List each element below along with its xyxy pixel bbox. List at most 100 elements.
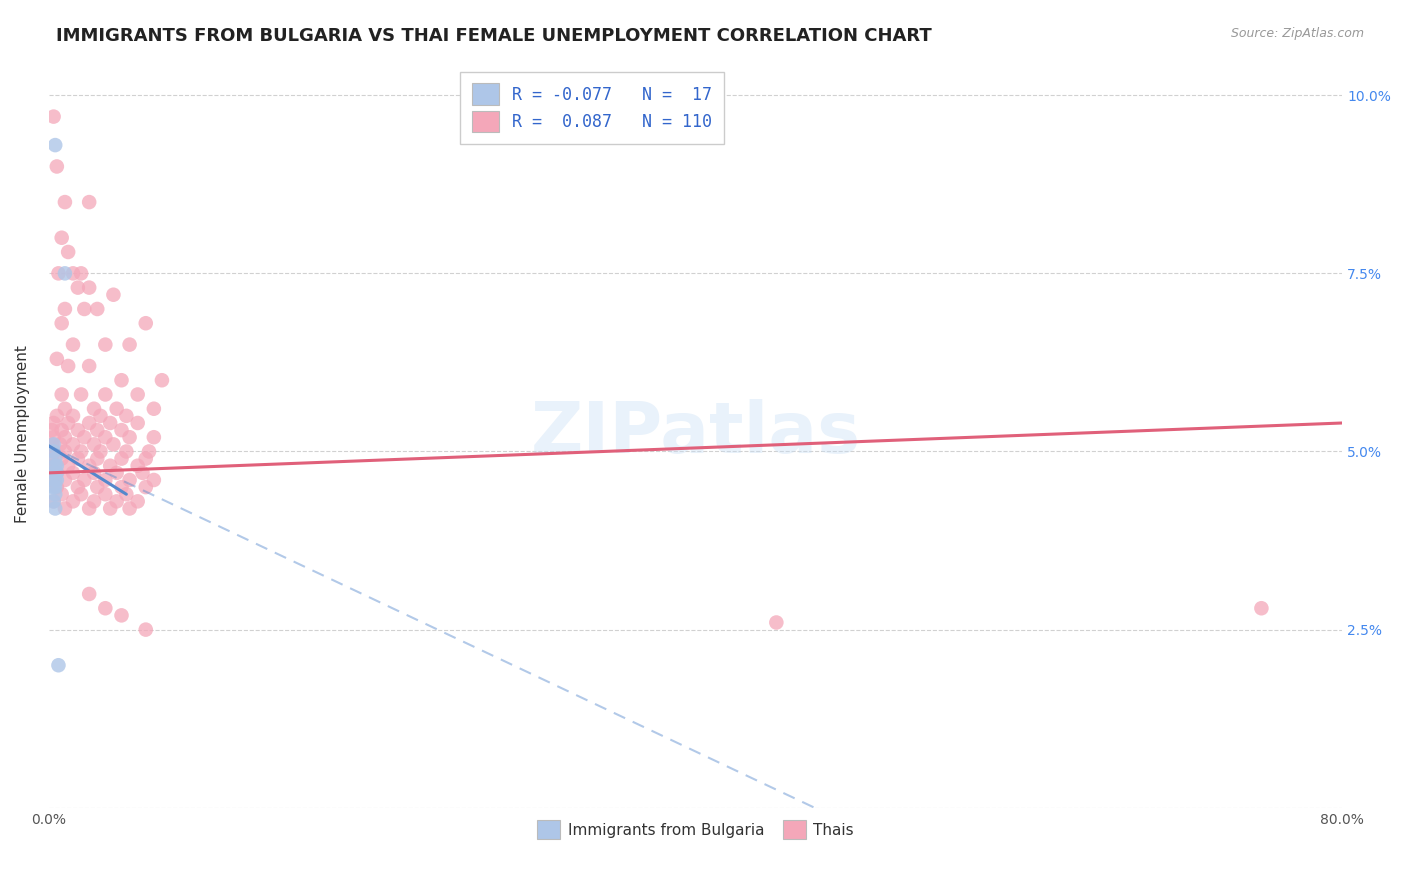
Point	[62, 437, 84, 451]
Point	[98, 501, 121, 516]
Point	[56, 359, 79, 373]
Point	[44, 480, 66, 494]
Point	[115, 444, 138, 458]
Point	[89, 409, 111, 423]
Point	[135, 623, 157, 637]
Point	[94, 387, 117, 401]
Point	[83, 401, 105, 416]
Point	[42, 466, 65, 480]
Point	[45, 466, 67, 480]
Point	[45, 473, 67, 487]
Point	[77, 501, 100, 516]
Point	[45, 409, 67, 423]
Point	[94, 601, 117, 615]
Point	[77, 416, 100, 430]
Point	[110, 608, 132, 623]
Point	[44, 501, 66, 516]
Point	[62, 337, 84, 351]
Point	[77, 359, 100, 373]
Point	[53, 195, 76, 210]
Point	[53, 444, 76, 458]
Point	[77, 587, 100, 601]
Point	[44, 458, 66, 473]
Point	[1250, 601, 1272, 615]
Point	[48, 266, 70, 280]
Point	[56, 458, 79, 473]
Point	[42, 444, 65, 458]
Point	[94, 487, 117, 501]
Point	[44, 138, 66, 153]
Point	[86, 301, 108, 316]
Point	[142, 473, 165, 487]
Point	[131, 466, 153, 480]
Point	[51, 451, 73, 466]
Point	[45, 160, 67, 174]
Point	[70, 487, 93, 501]
Point	[66, 423, 89, 437]
Point	[48, 658, 70, 673]
Text: Source: ZipAtlas.com: Source: ZipAtlas.com	[1230, 27, 1364, 40]
Point	[70, 266, 93, 280]
Point	[127, 494, 149, 508]
Point	[138, 444, 160, 458]
Point	[42, 110, 65, 124]
Point	[86, 451, 108, 466]
Point	[86, 480, 108, 494]
Point	[41, 451, 63, 466]
Point	[127, 387, 149, 401]
Point	[142, 401, 165, 416]
Point	[44, 487, 66, 501]
Point	[103, 287, 125, 301]
Legend: Immigrants from Bulgaria, Thais: Immigrants from Bulgaria, Thais	[531, 814, 860, 845]
Point	[51, 316, 73, 330]
Point	[105, 494, 128, 508]
Point	[77, 280, 100, 294]
Point	[77, 195, 100, 210]
Point	[49, 437, 72, 451]
Point	[66, 451, 89, 466]
Point	[73, 301, 96, 316]
Point	[53, 430, 76, 444]
Point	[53, 401, 76, 416]
Point	[51, 231, 73, 245]
Point	[135, 480, 157, 494]
Point	[77, 458, 100, 473]
Point	[110, 423, 132, 437]
Point	[94, 473, 117, 487]
Point	[42, 430, 65, 444]
Point	[94, 430, 117, 444]
Point	[127, 458, 149, 473]
Point	[45, 480, 67, 494]
Point	[62, 466, 84, 480]
Point	[73, 430, 96, 444]
Point	[62, 494, 84, 508]
Point	[56, 244, 79, 259]
Point	[135, 316, 157, 330]
Point	[42, 458, 65, 473]
Point	[127, 416, 149, 430]
Point	[66, 480, 89, 494]
Point	[42, 480, 65, 494]
Point	[83, 494, 105, 508]
Point	[41, 473, 63, 487]
Point	[86, 423, 108, 437]
Point	[98, 458, 121, 473]
Point	[42, 416, 65, 430]
Text: IMMIGRANTS FROM BULGARIA VS THAI FEMALE UNEMPLOYMENT CORRELATION CHART: IMMIGRANTS FROM BULGARIA VS THAI FEMALE …	[56, 27, 932, 45]
Point	[83, 437, 105, 451]
Point	[53, 473, 76, 487]
Point	[45, 351, 67, 366]
Point	[89, 444, 111, 458]
Point	[103, 437, 125, 451]
Point	[66, 280, 89, 294]
Point	[110, 480, 132, 494]
Point	[70, 444, 93, 458]
Point	[110, 451, 132, 466]
Point	[62, 266, 84, 280]
Point	[105, 401, 128, 416]
Point	[142, 430, 165, 444]
Point	[150, 373, 173, 387]
Point	[53, 266, 76, 280]
Point	[44, 451, 66, 466]
Point	[45, 458, 67, 473]
